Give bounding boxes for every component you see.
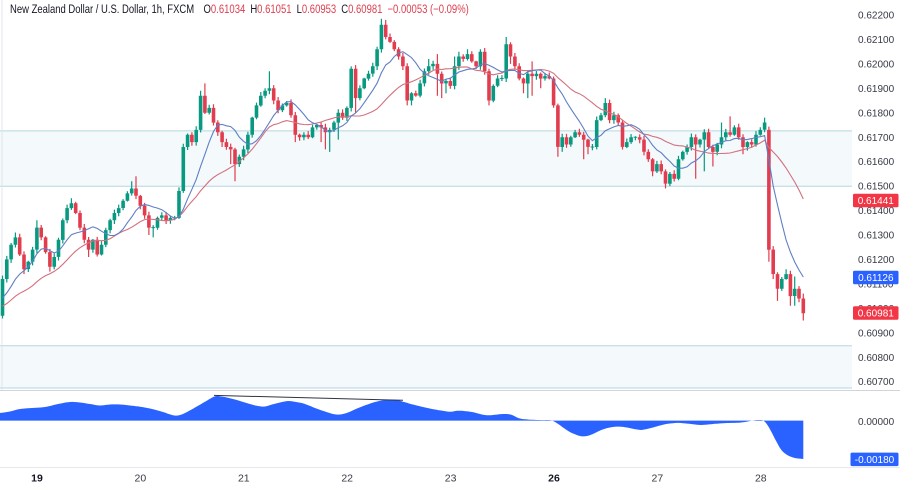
svg-text:0.61900: 0.61900 — [858, 84, 895, 95]
svg-text:0.62100: 0.62100 — [858, 35, 895, 46]
svg-text:-0.00180: -0.00180 — [855, 455, 895, 466]
svg-text:0.61126: 0.61126 — [858, 273, 894, 284]
svg-text:0.61100: 0.61100 — [858, 279, 894, 290]
svg-text:0.61300: 0.61300 — [858, 231, 895, 242]
svg-text:0.61400: 0.61400 — [858, 206, 895, 217]
svg-text:0.60981: 0.60981 — [858, 309, 895, 320]
svg-text:0.60900: 0.60900 — [858, 328, 895, 339]
svg-text:27: 27 — [652, 473, 664, 485]
svg-text:New Zealand Dollar / U.S. Doll: New Zealand Dollar / U.S. Dollar, 1h, FX… — [10, 3, 194, 16]
svg-text:0.61500: 0.61500 — [858, 182, 895, 193]
svg-text:23: 23 — [445, 473, 457, 485]
svg-text:0.60800: 0.60800 — [858, 353, 895, 364]
svg-text:0.61600: 0.61600 — [858, 157, 895, 168]
svg-text:21: 21 — [238, 473, 250, 485]
svg-text:28: 28 — [755, 473, 767, 485]
svg-text:0.61800: 0.61800 — [858, 108, 895, 119]
svg-text:22: 22 — [341, 473, 353, 485]
svg-text:0.00000: 0.00000 — [858, 417, 895, 428]
svg-text:0.62000: 0.62000 — [858, 60, 895, 71]
svg-text:20: 20 — [135, 473, 147, 485]
svg-text:0.62200: 0.62200 — [858, 11, 895, 22]
svg-text:0.60700: 0.60700 — [858, 377, 895, 388]
svg-text:19: 19 — [31, 473, 43, 485]
svg-text:0.61200: 0.61200 — [858, 255, 895, 266]
svg-text:0.61441: 0.61441 — [858, 196, 895, 207]
svg-text:0.61700: 0.61700 — [858, 133, 895, 144]
svg-text:26: 26 — [548, 473, 560, 485]
